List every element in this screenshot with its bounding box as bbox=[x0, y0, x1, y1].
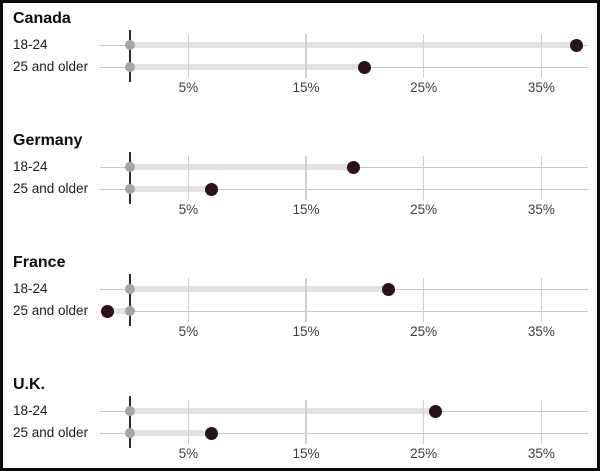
dark-dot bbox=[381, 282, 395, 296]
gridline bbox=[187, 34, 190, 78]
row-line bbox=[100, 310, 588, 312]
dark-dot bbox=[358, 60, 372, 74]
axis-tick-label: 5% bbox=[178, 80, 199, 95]
dumbbell-band bbox=[129, 408, 436, 414]
gridline bbox=[422, 156, 425, 200]
axis-tick-label: 25% bbox=[410, 446, 438, 461]
gray-dot bbox=[124, 284, 135, 294]
row-25-older: 25 and older bbox=[3, 178, 597, 200]
gridline bbox=[540, 156, 543, 200]
gridline bbox=[540, 34, 543, 78]
gridlines bbox=[3, 131, 597, 245]
gridline bbox=[540, 400, 543, 444]
dark-dot bbox=[346, 160, 360, 174]
axis-tick-label: 35% bbox=[527, 324, 555, 339]
dark-dot bbox=[205, 182, 219, 196]
gridline bbox=[187, 156, 190, 200]
section-uk: U.K. 18-24 25 and older 5% 15% 25% 35% bbox=[3, 375, 597, 468]
row-label: 18-24 bbox=[13, 403, 48, 418]
row-line bbox=[100, 432, 588, 434]
gray-dot bbox=[124, 406, 135, 416]
gridline bbox=[540, 278, 543, 322]
row-label: 18-24 bbox=[13, 37, 48, 52]
axis-tick-label: 5% bbox=[178, 202, 199, 217]
gridline bbox=[187, 278, 190, 322]
row-label: 18-24 bbox=[13, 281, 48, 296]
row-18-24: 18-24 bbox=[3, 400, 597, 422]
row-18-24: 18-24 bbox=[3, 278, 597, 300]
gridline bbox=[305, 156, 307, 200]
country-title: U.K. bbox=[13, 376, 45, 393]
gray-dot bbox=[124, 62, 135, 72]
axis-tick-label: 35% bbox=[527, 80, 555, 95]
row-18-24: 18-24 bbox=[3, 156, 597, 178]
axis-tick-label: 25% bbox=[410, 80, 438, 95]
dark-dot bbox=[205, 426, 219, 440]
row-label: 25 and older bbox=[13, 303, 89, 318]
gridline bbox=[422, 400, 425, 444]
row-label: 18-24 bbox=[13, 159, 48, 174]
axis-tick-label: 25% bbox=[410, 202, 438, 217]
gridlines bbox=[3, 9, 597, 123]
gridlines bbox=[3, 253, 597, 367]
gray-dot bbox=[124, 428, 135, 438]
zero-tick bbox=[128, 152, 131, 204]
dark-dot bbox=[570, 38, 584, 52]
dumbbell-band bbox=[129, 430, 212, 436]
axis-tick-label: 15% bbox=[292, 202, 320, 217]
row-label: 25 and older bbox=[13, 181, 89, 196]
section-france: France 18-24 25 and older 5% 15% 25% 35% bbox=[3, 253, 597, 367]
dark-dot bbox=[428, 404, 442, 418]
country-title: Canada bbox=[13, 10, 71, 27]
row-25-older: 25 and older bbox=[3, 56, 597, 78]
country-title: Germany bbox=[13, 132, 83, 149]
axis-tick-label: 15% bbox=[292, 446, 320, 461]
axis-tick-label: 35% bbox=[527, 202, 555, 217]
axis-tick-label: 15% bbox=[292, 324, 320, 339]
gridlines bbox=[3, 375, 597, 468]
row-label: 25 and older bbox=[13, 59, 89, 74]
dumbbell-band bbox=[129, 164, 354, 170]
gray-dot bbox=[124, 40, 135, 50]
dumbbell-band bbox=[129, 286, 389, 292]
axis-tick-label: 5% bbox=[178, 324, 199, 339]
dumbbell-band bbox=[129, 42, 577, 48]
axis-tick-label: 5% bbox=[178, 446, 199, 461]
dumbbell-band bbox=[107, 308, 130, 314]
gridline bbox=[187, 400, 190, 444]
axis-tick-label: 25% bbox=[410, 324, 438, 339]
gridline bbox=[305, 278, 307, 322]
axis-tick-label: 15% bbox=[292, 80, 320, 95]
gray-dot bbox=[124, 184, 135, 194]
gridline bbox=[305, 34, 307, 78]
axis-tick-label: 35% bbox=[527, 446, 555, 461]
dumbbell-band bbox=[129, 64, 365, 70]
gray-dot bbox=[124, 306, 135, 316]
gray-dot bbox=[124, 162, 135, 172]
row-25-older: 25 and older bbox=[3, 300, 597, 322]
zero-tick bbox=[128, 396, 131, 448]
row-25-older: 25 and older bbox=[3, 422, 597, 444]
gridline bbox=[422, 34, 425, 78]
zero-tick bbox=[128, 274, 131, 326]
zero-tick bbox=[128, 30, 131, 82]
section-canada: Canada 18-24 25 and older 5% 15% 25% 35% bbox=[3, 9, 597, 123]
dumbbell-band bbox=[129, 186, 212, 192]
row-line bbox=[100, 188, 588, 190]
country-title: France bbox=[13, 254, 66, 271]
row-label: 25 and older bbox=[13, 425, 89, 440]
gridline bbox=[422, 278, 425, 322]
gridline bbox=[305, 400, 307, 444]
section-germany: Germany 18-24 25 and older 5% 15% 25% 35… bbox=[3, 131, 597, 245]
dark-dot bbox=[101, 304, 114, 318]
row-18-24: 18-24 bbox=[3, 34, 597, 56]
